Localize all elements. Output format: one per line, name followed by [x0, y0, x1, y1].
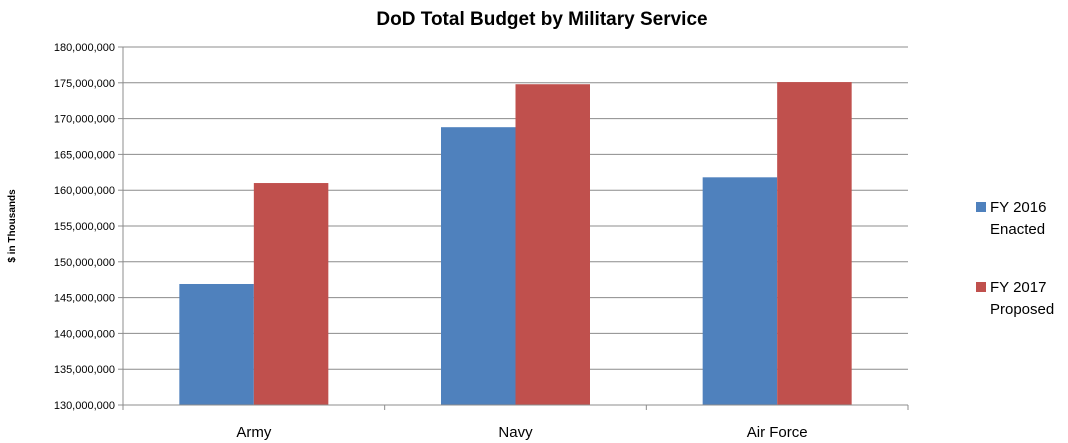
axes	[122, 47, 908, 406]
y-axis-label: $ in Thousands	[7, 189, 18, 263]
y-tick-label: 175,000,000	[54, 78, 115, 90]
legend-swatch-fy2016	[976, 202, 986, 212]
bar-army-series-0	[179, 283, 254, 405]
legend: FY 2016 Enacted FY 2017 Proposed	[976, 199, 1054, 318]
legend-item-fy2017: FY 2017 Proposed	[976, 279, 1054, 318]
y-tick-label: 165,000,000	[54, 149, 115, 161]
legend-item-fy2016: FY 2016 Enacted	[976, 199, 1046, 238]
y-tick-label: 160,000,000	[54, 185, 115, 197]
legend-label-fy2017-line1: FY 2017	[990, 279, 1046, 296]
bars	[179, 82, 852, 406]
y-axis-ticks: 130,000,000 135,000,000 140,000,000 145,000…	[54, 42, 123, 412]
legend-label-fy2016-line1: FY 2016	[990, 199, 1046, 216]
x-tick-label: Navy	[498, 424, 533, 441]
bar-navy-series-1	[515, 84, 590, 406]
chart-title: DoD Total Budget by Military Service	[376, 9, 707, 30]
y-tick-label: 180,000,000	[54, 42, 115, 54]
y-tick-label: 135,000,000	[54, 364, 115, 376]
y-tick-label: 150,000,000	[54, 257, 115, 269]
bar-air-force-series-1	[777, 82, 852, 406]
bar-navy-series-0	[441, 127, 516, 405]
x-tick-label: Army	[236, 424, 271, 441]
y-tick-label: 155,000,000	[54, 221, 115, 233]
x-axis-ticks: Army Navy Air Force	[122, 405, 909, 441]
legend-label-fy2017-line2: Proposed	[990, 301, 1054, 318]
y-tick-label: 170,000,000	[54, 114, 115, 126]
y-tick-label: 145,000,000	[54, 293, 115, 305]
y-tick-label: 130,000,000	[54, 400, 115, 412]
legend-label-fy2016-line2: Enacted	[990, 221, 1045, 238]
x-tick-label: Air Force	[747, 424, 808, 441]
bar-air-force-series-0	[702, 177, 778, 405]
y-tick-label: 140,000,000	[54, 328, 115, 340]
legend-swatch-fy2017	[976, 282, 986, 292]
bar-army-series-1	[253, 183, 329, 405]
